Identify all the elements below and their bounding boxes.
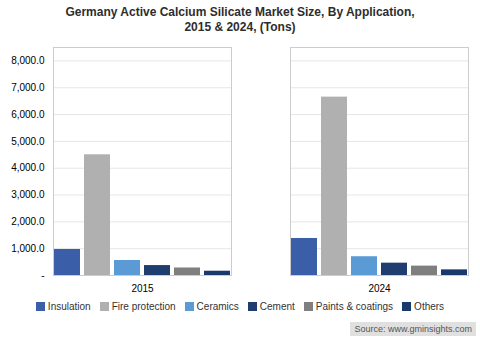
- svg-text:6,000.0: 6,000.0: [11, 109, 45, 120]
- svg-text:7,000.0: 7,000.0: [11, 82, 45, 93]
- svg-text:-: -: [41, 270, 44, 281]
- html-text:Paints & coatings: Paints & coatings: [315, 301, 394, 312]
- svg-text:2024: 2024: [368, 283, 391, 294]
- html-text:Fire protection: Fire protection: [111, 301, 176, 312]
- svg-text:2015: 2015: [131, 283, 154, 294]
- svg-text:3,000.0: 3,000.0: [11, 189, 45, 200]
- html-text:Cement: Cement: [259, 301, 295, 312]
- svg-text:4,000.0: 4,000.0: [11, 162, 45, 173]
- svg-text:8,000.0: 8,000.0: [11, 55, 45, 66]
- html-text:Germany Active Calcium Silicat: Germany Active Calcium Silicate Market S…: [65, 5, 415, 34]
- html-text:Ceramics: Ceramics: [196, 301, 239, 312]
- svg-text:1,000.0: 1,000.0: [11, 243, 45, 254]
- html-text:Insulation: Insulation: [47, 301, 91, 312]
- svg-text:2,000.0: 2,000.0: [11, 216, 45, 227]
- html-text:Others: Others: [414, 301, 445, 312]
- html-text:Source: www.gminsights.com: Source: www.gminsights.com: [354, 324, 472, 334]
- svg-text:5,000.0: 5,000.0: [11, 136, 45, 147]
